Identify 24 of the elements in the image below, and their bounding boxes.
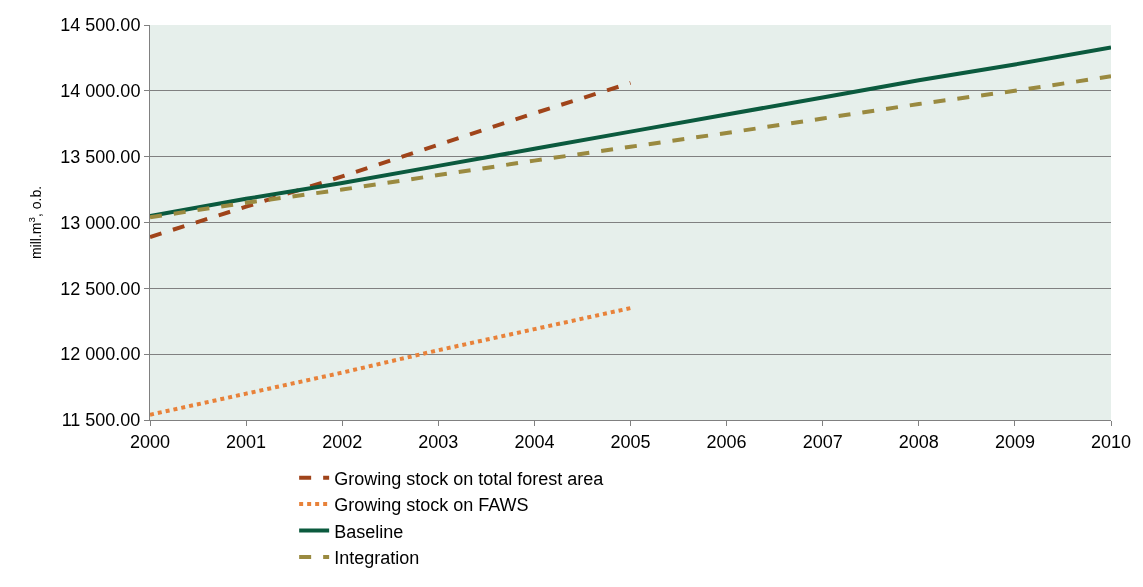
x-tick-label: 2009 bbox=[994, 431, 1035, 452]
legend-label: Growing stock on FAWS bbox=[334, 495, 529, 516]
legend-label: Baseline bbox=[334, 521, 404, 542]
x-tick-label: 2007 bbox=[802, 431, 843, 452]
x-tick-label: 2000 bbox=[129, 431, 171, 452]
y-tick-label: 12 500.00 bbox=[60, 278, 141, 299]
line-series bbox=[150, 306, 633, 417]
x-tick-label: 2010 bbox=[1090, 431, 1132, 452]
y-tick-label: 13 000.00 bbox=[60, 212, 141, 233]
x-tick-label: 2002 bbox=[322, 431, 363, 452]
legend-label: Growing stock on total forest area bbox=[334, 468, 605, 489]
y-tick-label: 14 000.00 bbox=[60, 81, 141, 102]
y-tick-label: 13 500.00 bbox=[60, 146, 141, 167]
legend-label: Integration bbox=[334, 547, 420, 568]
line-series bbox=[150, 80, 633, 239]
y-tick-label: 11 500.00 bbox=[61, 410, 141, 431]
y-tick-label: 14 500.00 bbox=[60, 15, 141, 36]
x-tick-label: 2004 bbox=[514, 431, 555, 452]
x-tick-label: 2005 bbox=[610, 431, 651, 452]
x-tick-label: 2008 bbox=[898, 431, 939, 452]
x-tick-label: 2006 bbox=[706, 431, 747, 452]
y-tick-label: 12 000.00 bbox=[60, 344, 141, 365]
x-tick-label: 2003 bbox=[418, 431, 459, 452]
x-tick-label: 2001 bbox=[226, 431, 267, 452]
